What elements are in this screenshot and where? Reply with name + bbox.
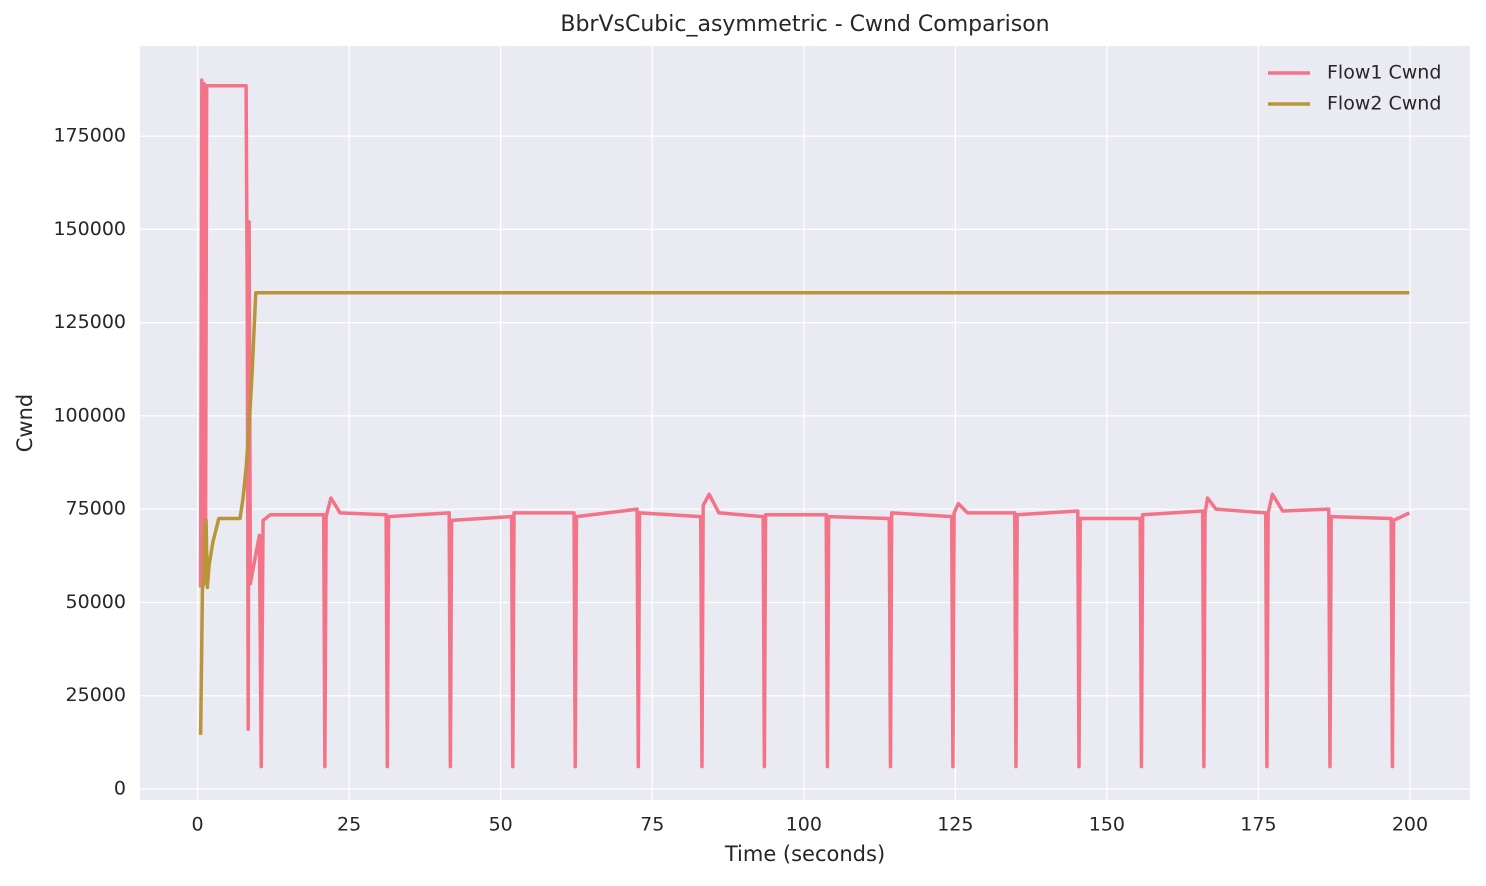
x-tick-label: 200 (1392, 814, 1428, 836)
x-tick-label: 0 (192, 814, 204, 836)
y-tick-label: 150000 (53, 218, 126, 240)
series-line (198, 291, 1410, 735)
y-tick-label: 50000 (66, 591, 126, 613)
y-tick-label: 75000 (66, 498, 126, 520)
legend-label: Flow1 Cwnd (1327, 62, 1441, 84)
y-tick-label: 175000 (53, 125, 126, 147)
y-tick-label: 25000 (66, 684, 126, 706)
y-tick-label: 0 (114, 777, 126, 799)
y-axis-label: Cwnd (13, 394, 37, 452)
y-tick-label: 125000 (53, 311, 126, 333)
x-tick-label: 150 (1089, 814, 1125, 836)
x-tick-label: 50 (489, 814, 513, 836)
series-line (198, 78, 1411, 769)
x-tick-label: 125 (937, 814, 973, 836)
legend-label: Flow2 Cwnd (1327, 93, 1441, 115)
y-tick-label: 100000 (53, 404, 126, 426)
plot-area (140, 46, 1470, 800)
chart-title: BbrVsCubic_asymmetric - Cwnd Comparison (560, 12, 1049, 37)
x-tick-label: 175 (1240, 814, 1276, 836)
x-axis-label: Time (seconds) (724, 842, 885, 866)
legend: Flow1 Cwnd Flow2 Cwnd (1268, 62, 1441, 115)
x-tick-label: 100 (786, 814, 822, 836)
x-tick-label: 75 (640, 814, 664, 836)
x-tick-label: 25 (337, 814, 361, 836)
